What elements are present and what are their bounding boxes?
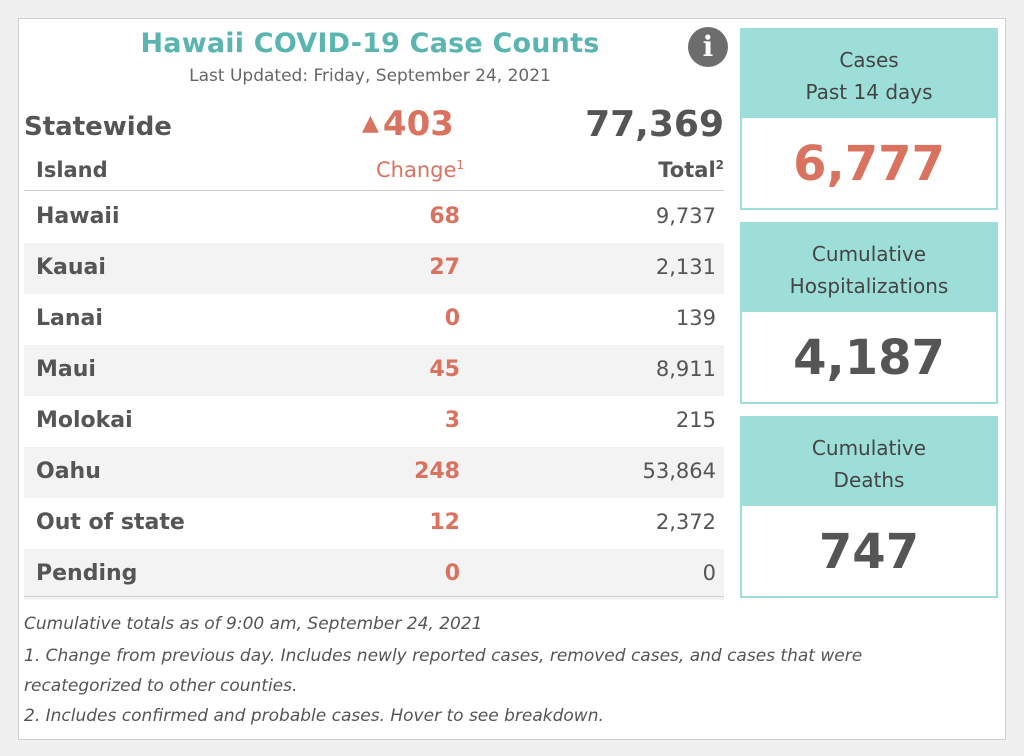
island-table: Hawaii 68 9,737 Kauai 27 2,131 Lanai 0 1…: [24, 192, 724, 600]
table-row[interactable]: Kauai 27 2,131: [24, 243, 724, 294]
table-row[interactable]: Out of state 12 2,372: [24, 498, 724, 549]
island-total[interactable]: 0: [702, 561, 716, 585]
table-row[interactable]: Molokai 3 215: [24, 396, 724, 447]
island-total[interactable]: 8,911: [655, 357, 716, 381]
card-header-line2: Hospitalizations: [789, 274, 949, 298]
up-arrow-icon: ▲: [362, 111, 379, 136]
column-header-change: Change1: [376, 158, 464, 182]
island-name: Pending: [36, 561, 138, 586]
footnote-asof: Cumulative totals as of 9:00 am, Septemb…: [24, 614, 483, 634]
card-header-line1: Cumulative: [811, 242, 927, 266]
card-header-line2: Past 14 days: [805, 80, 933, 104]
island-total[interactable]: 53,864: [642, 459, 716, 483]
island-total[interactable]: 2,372: [655, 510, 716, 534]
statewide-label: Statewide: [24, 112, 172, 142]
hospitalizations-card[interactable]: Cumulative Hospitalizations 4,187: [740, 222, 998, 404]
island-change: 3: [444, 408, 460, 433]
island-change: 0: [444, 306, 460, 331]
island-total[interactable]: 9,737: [655, 204, 716, 228]
deaths-value: 747: [818, 524, 920, 580]
island-name: Hawaii: [36, 204, 120, 229]
footnote-2: 2. Includes confirmed and probable cases…: [24, 706, 604, 726]
table-row[interactable]: Lanai 0 139: [24, 294, 724, 345]
card-header: Cases Past 14 days: [742, 30, 996, 118]
column-header-island: Island: [36, 158, 108, 182]
island-total[interactable]: 2,131: [655, 255, 716, 279]
statewide-change: ▲ 403: [362, 104, 454, 144]
table-header: Island Change1 Total2: [24, 154, 724, 191]
table-row[interactable]: Pending 0 0: [24, 549, 724, 600]
table-row[interactable]: Maui 45 8,911: [24, 345, 724, 396]
card-header-line2: Deaths: [833, 468, 905, 492]
table-row[interactable]: Hawaii 68 9,737: [24, 192, 724, 243]
island-change: 45: [429, 357, 460, 382]
island-name: Maui: [36, 357, 96, 382]
column-header-total-label: Total: [658, 158, 716, 182]
column-header-total: Total2: [658, 158, 724, 182]
info-icon[interactable]: i: [688, 27, 728, 67]
footnote-1-line2: recategorized to other counties.: [24, 676, 298, 696]
footnote-1-line1: 1. Change from previous day. Includes ne…: [24, 646, 863, 666]
island-total[interactable]: 139: [675, 306, 716, 330]
island-name: Kauai: [36, 255, 106, 280]
island-name: Oahu: [36, 459, 101, 484]
deaths-card[interactable]: Cumulative Deaths 747: [740, 416, 998, 598]
footnote-ref-1: 1: [456, 158, 465, 172]
table-row[interactable]: Oahu 248 53,864: [24, 447, 724, 498]
cases-14-days-card[interactable]: Cases Past 14 days 6,777: [740, 28, 998, 210]
table-divider: [24, 596, 724, 597]
card-header: Cumulative Hospitalizations: [742, 224, 996, 312]
statewide-change-value: 403: [382, 104, 454, 144]
island-change: 0: [444, 561, 460, 586]
island-change: 27: [429, 255, 460, 280]
island-name: Lanai: [36, 306, 103, 331]
card-header: Cumulative Deaths: [742, 418, 996, 506]
statewide-row: Statewide ▲ 403 77,369: [24, 104, 724, 148]
footnote-ref-2: 2: [715, 158, 724, 172]
cases-14-days-value: 6,777: [793, 136, 945, 192]
last-updated: Last Updated: Friday, September 24, 2021: [189, 66, 551, 86]
island-name: Out of state: [36, 510, 185, 535]
island-change: 68: [429, 204, 460, 229]
island-total[interactable]: 215: [675, 408, 716, 432]
island-change: 12: [429, 510, 460, 535]
page-title: Hawaii COVID-19 Case Counts: [140, 28, 600, 59]
island-change: 248: [414, 459, 460, 484]
island-name: Molokai: [36, 408, 133, 433]
column-header-change-label: Change: [376, 158, 457, 182]
info-glyph: i: [702, 30, 714, 63]
card-header-line1: Cumulative: [811, 436, 927, 460]
statewide-total[interactable]: 77,369: [585, 104, 724, 145]
card-header-line1: Cases: [839, 48, 899, 72]
hospitalizations-value: 4,187: [793, 330, 945, 386]
